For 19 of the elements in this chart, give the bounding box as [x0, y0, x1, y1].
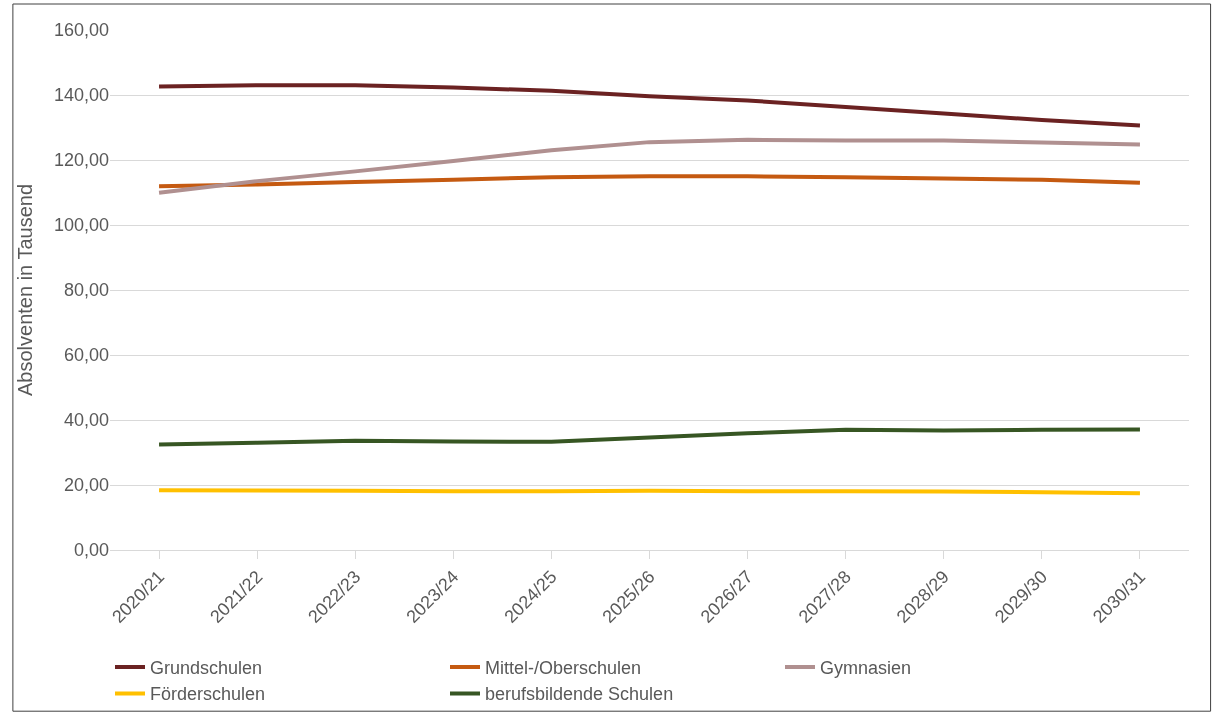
y-tick-label: 140,00 [53, 85, 109, 106]
legend-label: Mittel-/Oberschulen [485, 658, 642, 679]
y-tick-label: 20,00 [63, 475, 109, 496]
line-series [157, 427, 1142, 447]
line-series [157, 174, 1142, 189]
y-axis-title: Absolventen in Tausend [14, 183, 37, 397]
legend-label: berufsbildende Schulen [485, 684, 674, 705]
legend-label: Förderschulen [150, 684, 266, 705]
legend-label: Gymnasien [820, 658, 912, 679]
legend-label: Grundschulen [150, 658, 263, 679]
y-tick-label: 100,00 [53, 215, 109, 236]
y-tick-label: 60,00 [63, 345, 109, 366]
y-tick-label: 160,00 [53, 20, 109, 41]
y-tick-label: 120,00 [53, 150, 109, 171]
line-series [157, 83, 1142, 128]
y-tick-label: 0,00 [73, 540, 109, 561]
y-tick-label: 80,00 [63, 280, 109, 301]
line-series [157, 137, 1142, 195]
y-tick-label: 40,00 [63, 410, 109, 431]
